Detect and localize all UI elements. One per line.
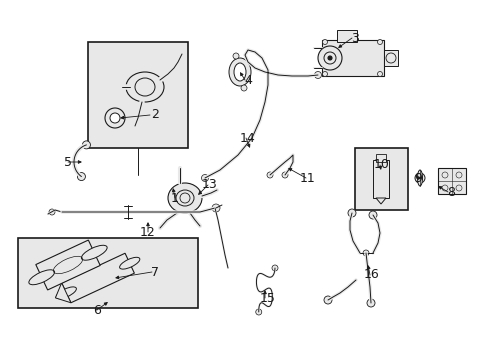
Ellipse shape xyxy=(228,58,250,86)
Text: 3: 3 xyxy=(350,31,358,45)
Text: 2: 2 xyxy=(151,108,159,122)
Text: 9: 9 xyxy=(413,171,421,184)
Polygon shape xyxy=(55,283,71,303)
Circle shape xyxy=(180,193,190,203)
Circle shape xyxy=(347,209,355,217)
Circle shape xyxy=(241,85,246,91)
Text: 14: 14 xyxy=(240,131,255,144)
Ellipse shape xyxy=(29,270,55,285)
Ellipse shape xyxy=(56,287,76,299)
Circle shape xyxy=(212,204,220,212)
Text: 5: 5 xyxy=(64,156,72,168)
Polygon shape xyxy=(375,198,385,204)
Circle shape xyxy=(271,265,278,271)
Circle shape xyxy=(324,296,331,304)
Circle shape xyxy=(441,172,447,178)
Circle shape xyxy=(377,72,382,77)
Text: 11: 11 xyxy=(300,171,315,184)
Bar xyxy=(383,50,397,66)
Ellipse shape xyxy=(126,72,163,102)
Circle shape xyxy=(322,72,327,77)
Circle shape xyxy=(362,250,368,256)
Circle shape xyxy=(441,185,447,191)
Ellipse shape xyxy=(135,78,155,96)
Bar xyxy=(321,40,383,76)
Circle shape xyxy=(455,185,461,191)
Ellipse shape xyxy=(120,257,140,269)
Bar xyxy=(375,154,385,162)
Circle shape xyxy=(368,211,376,219)
Text: 7: 7 xyxy=(151,266,159,279)
Text: 6: 6 xyxy=(93,303,101,316)
Circle shape xyxy=(255,309,261,315)
Bar xyxy=(18,238,198,308)
Ellipse shape xyxy=(417,170,422,186)
Circle shape xyxy=(322,40,327,45)
Text: 12: 12 xyxy=(140,225,156,238)
Ellipse shape xyxy=(168,183,202,213)
Polygon shape xyxy=(36,240,100,290)
Circle shape xyxy=(366,299,374,307)
Text: 8: 8 xyxy=(446,185,454,198)
Circle shape xyxy=(201,175,208,181)
Circle shape xyxy=(232,53,239,59)
Text: 16: 16 xyxy=(364,269,379,282)
Ellipse shape xyxy=(81,245,107,260)
Ellipse shape xyxy=(414,173,424,183)
Circle shape xyxy=(105,108,125,128)
Text: 1: 1 xyxy=(171,192,179,204)
Circle shape xyxy=(317,46,341,70)
Circle shape xyxy=(110,113,120,123)
Bar xyxy=(336,30,356,42)
Circle shape xyxy=(49,209,55,215)
Text: 13: 13 xyxy=(202,179,218,192)
Bar xyxy=(88,42,187,148)
Circle shape xyxy=(82,141,90,149)
Text: 10: 10 xyxy=(373,158,389,171)
Circle shape xyxy=(314,72,321,78)
Circle shape xyxy=(77,172,85,181)
Circle shape xyxy=(455,172,461,178)
Circle shape xyxy=(266,172,272,178)
Circle shape xyxy=(282,172,287,178)
Text: 15: 15 xyxy=(260,292,275,305)
Ellipse shape xyxy=(176,190,194,206)
Circle shape xyxy=(327,56,331,60)
Circle shape xyxy=(377,40,382,45)
Ellipse shape xyxy=(234,63,245,81)
Bar xyxy=(372,160,388,198)
Text: 4: 4 xyxy=(244,73,251,86)
Bar xyxy=(354,148,407,210)
Polygon shape xyxy=(61,253,134,303)
Bar xyxy=(437,168,465,194)
